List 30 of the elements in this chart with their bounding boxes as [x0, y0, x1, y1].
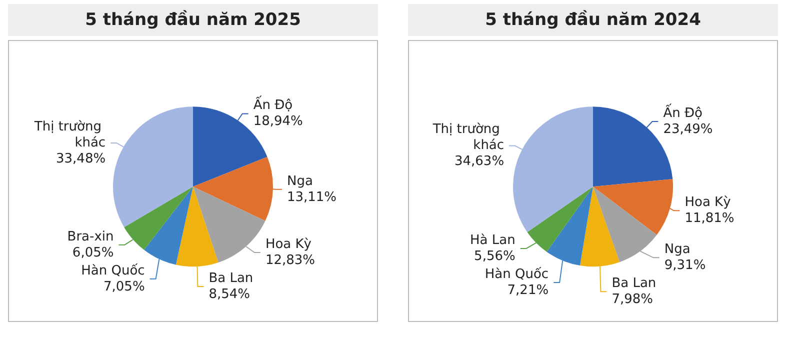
data-label: 7,21% [507, 282, 549, 298]
data-label: 11,81% [684, 211, 734, 226]
slice-label: Hoa Kỳ [684, 195, 732, 210]
slice-label: Hoa Kỳ [265, 236, 312, 252]
data-label: 13,11% [286, 190, 337, 205]
slice-label: Hàn Quốc [81, 263, 145, 278]
chart-title: 5 tháng đầu năm 2025 [8, 4, 378, 36]
slice-label: Bra-xin [67, 229, 114, 244]
data-label: 33,48% [56, 151, 106, 166]
data-label: 8,54% [208, 286, 250, 302]
data-label: 18,94% [253, 114, 303, 130]
data-label: 23,49% [663, 122, 713, 137]
slice-label: Nga [664, 242, 690, 258]
data-label: 12,83% [265, 252, 316, 268]
slice-label: Nga [286, 174, 313, 189]
slice-label: Ba Lan [612, 276, 656, 292]
data-label: 9,31% [664, 258, 706, 274]
slice-label: Hàn Quốc [484, 266, 549, 282]
slice-label: Thị trường khác [33, 119, 106, 150]
data-label: 7,05% [103, 279, 145, 294]
slice-label: Thị trường khác [432, 122, 504, 154]
slice-label: Ba Lan [208, 270, 254, 286]
data-label: 6,05% [72, 245, 114, 260]
slice-label: Hà Lan [470, 232, 516, 248]
data-label: 7,98% [612, 292, 654, 308]
slice-label: Ấn Độ [253, 95, 293, 114]
data-label: 5,56% [474, 248, 516, 264]
data-label: 34,63% [454, 154, 504, 170]
chart-title: 5 tháng đầu năm 2024 [408, 4, 778, 36]
slice-label: Ấn Độ [663, 103, 703, 121]
